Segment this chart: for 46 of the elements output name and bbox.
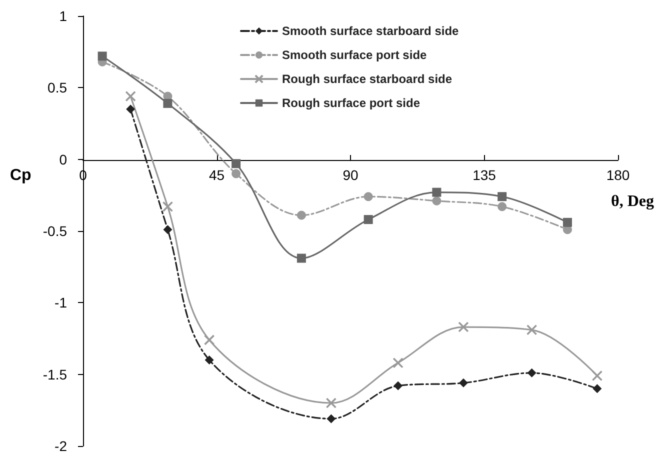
point bbox=[232, 159, 241, 168]
point bbox=[162, 201, 174, 212]
point bbox=[394, 381, 403, 390]
point bbox=[562, 218, 572, 227]
y-axis-title: Cp bbox=[10, 166, 32, 184]
legend-label: Smooth surface starboard side bbox=[282, 24, 460, 38]
point bbox=[296, 254, 306, 263]
legend-label: Rough surface port side bbox=[282, 96, 420, 110]
y-tick-label: -0.5 bbox=[42, 223, 68, 239]
point bbox=[526, 324, 538, 336]
point bbox=[296, 210, 306, 220]
point bbox=[458, 322, 469, 332]
point bbox=[364, 215, 373, 224]
legend-label: Smooth surface port side bbox=[282, 48, 428, 62]
point bbox=[125, 90, 136, 102]
point bbox=[98, 52, 107, 61]
x-axis-title: θ, Deg bbox=[610, 192, 654, 210]
point bbox=[204, 356, 214, 364]
point bbox=[498, 202, 507, 212]
point bbox=[232, 169, 241, 178]
point bbox=[458, 378, 468, 388]
y-tick-label: 0 bbox=[59, 151, 68, 168]
point bbox=[592, 370, 603, 382]
y-tick-label: -1 bbox=[54, 294, 68, 311]
point bbox=[126, 104, 136, 114]
point bbox=[364, 192, 373, 202]
point bbox=[326, 414, 336, 424]
x-tick-label: 45 bbox=[208, 167, 225, 183]
legend-label: Rough surface starboard side bbox=[282, 72, 452, 86]
x-tick-label: 180 bbox=[606, 167, 630, 183]
point bbox=[392, 357, 404, 368]
y-tick-label: 0.5 bbox=[48, 80, 68, 96]
x-tick-label: 90 bbox=[342, 167, 358, 183]
y-tick-label: 1 bbox=[59, 8, 68, 24]
point bbox=[163, 98, 172, 108]
y-tick-label: -1.5 bbox=[42, 366, 68, 382]
point bbox=[432, 188, 442, 197]
x-tick-label: 135 bbox=[472, 167, 496, 183]
point bbox=[326, 398, 337, 408]
point bbox=[527, 368, 536, 378]
point bbox=[498, 192, 507, 202]
y-tick-label: -2 bbox=[54, 438, 68, 453]
point bbox=[592, 384, 602, 394]
point bbox=[432, 196, 442, 206]
point bbox=[163, 225, 172, 234]
point bbox=[204, 334, 215, 346]
